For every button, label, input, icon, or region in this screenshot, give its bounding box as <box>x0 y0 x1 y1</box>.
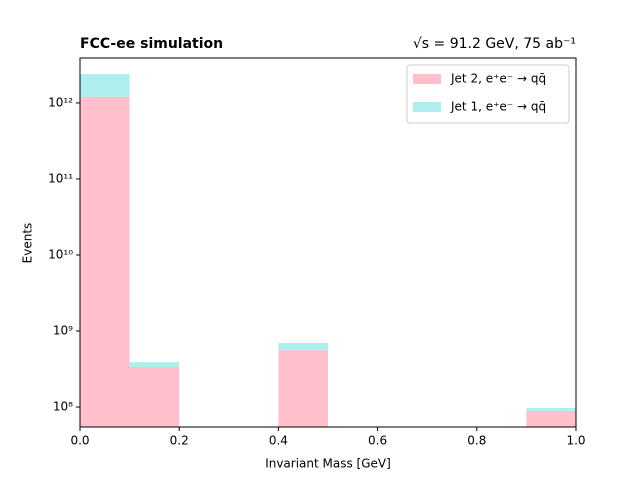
x-tick-label: 0.2 <box>170 434 189 448</box>
bar <box>129 362 180 368</box>
y-tick-label: 10¹⁰ <box>48 247 73 261</box>
bar <box>278 350 328 427</box>
bar <box>80 96 130 428</box>
bar <box>129 367 180 427</box>
legend-label: Jet 2, e⁺e⁻ → qq̄ <box>450 72 546 86</box>
legend-label: Jet 1, e⁺e⁻ → qq̄ <box>450 100 546 114</box>
bar <box>278 343 328 351</box>
plot-frame <box>79 57 577 428</box>
x-tick-label: 0.8 <box>467 434 486 448</box>
chart-title: FCC-ee simulation <box>80 36 223 52</box>
y-tick-label: 10⁹ <box>53 323 73 337</box>
x-tick-label: 0.6 <box>368 434 387 448</box>
x-tick-label: 1.0 <box>566 434 585 448</box>
legend-swatch <box>413 74 441 84</box>
legend-box <box>406 64 570 124</box>
y-tick-label: 10¹¹ <box>48 171 73 185</box>
x-tick-label: 0.4 <box>269 434 288 448</box>
legend-swatch <box>413 102 441 112</box>
y-axis-label: Events <box>21 223 35 264</box>
bar <box>526 410 576 427</box>
bar <box>80 74 130 97</box>
x-tick-label: 0.0 <box>70 434 89 448</box>
x-axis-label: Invariant Mass [GeV] <box>265 457 391 471</box>
y-tick-label: 10⁸ <box>53 400 73 414</box>
y-tick-label: 10¹² <box>48 95 73 109</box>
chart-subtitle: √s = 91.2 GeV, 75 ab⁻¹ <box>413 36 576 52</box>
bar <box>526 408 576 411</box>
